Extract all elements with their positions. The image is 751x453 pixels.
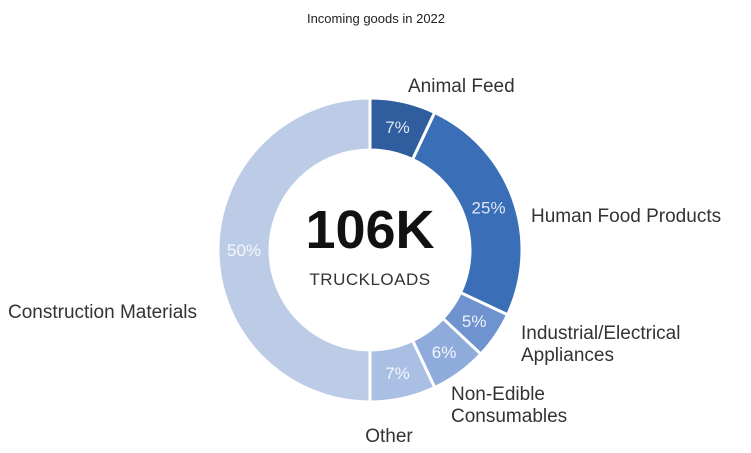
percent-label-other: 7% — [385, 364, 410, 383]
percent-label-construction-materials: 50% — [227, 241, 261, 260]
chart-title: Incoming goods in 2022 — [307, 11, 445, 26]
percent-label-industrial-electrical-appliances: 5% — [462, 312, 487, 331]
label-human-food-products: Human Food Products — [531, 206, 721, 227]
slice-human-food-products — [410, 110, 524, 317]
label-industrial-line-2: Appliances — [521, 345, 614, 366]
center-value: 106K — [305, 200, 434, 260]
label-industrial-electrical-appliances: Industrial/Electrical Appliances — [521, 323, 686, 366]
label-non-edible-line-1: Non-Edible — [451, 384, 545, 405]
slice-construction-materials — [216, 96, 372, 404]
label-non-edible-line-2: Consumables — [451, 406, 567, 427]
percent-label-animal-feed: 7% — [385, 118, 410, 137]
label-industrial-line-1: Industrial/Electrical — [521, 323, 680, 344]
percent-label-non-edible-consumables: 6% — [432, 343, 457, 362]
label-construction-materials: Construction Materials — [8, 302, 197, 323]
label-non-edible-consumables: Non-Edible Consumables — [451, 384, 567, 427]
slice-group — [216, 96, 524, 404]
percent-label-group: 7% 25% 5% 6% 7% 50% — [227, 118, 506, 383]
percent-label-human-food-products: 25% — [472, 198, 506, 217]
label-other: Other — [365, 426, 413, 447]
center-unit: TRUCKLOADS — [309, 270, 430, 289]
label-animal-feed: Animal Feed — [408, 76, 515, 97]
